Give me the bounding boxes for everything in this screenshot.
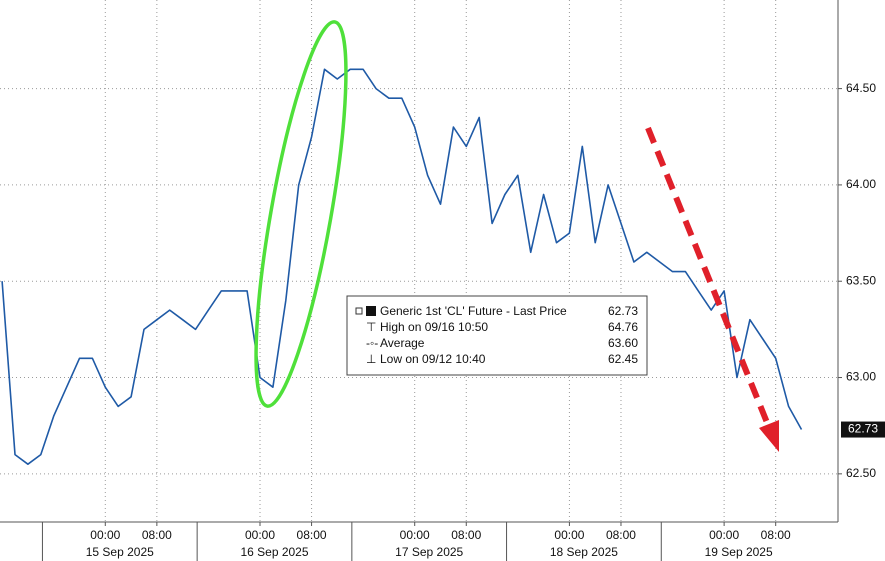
x-tick-label: 00:00 bbox=[554, 528, 584, 542]
x-tick-label: 08:00 bbox=[606, 528, 636, 542]
x-tick-label: 08:00 bbox=[761, 528, 791, 542]
y-tick-label: 62.50 bbox=[846, 466, 876, 480]
legend-series: Generic 1st 'CL' Future - Last Price bbox=[380, 304, 567, 318]
legend-box bbox=[346, 295, 648, 376]
plot bbox=[1, 68, 803, 465]
legend-stat-label: Low on 09/12 10:40 bbox=[380, 352, 486, 366]
legend-icon: -◦- bbox=[366, 336, 378, 350]
arrow-head bbox=[759, 420, 779, 452]
x-date-label: 15 Sep 2025 bbox=[86, 545, 154, 559]
legend-swatch bbox=[366, 306, 376, 316]
x-tick-label: 00:00 bbox=[709, 528, 739, 542]
x-date-label: 19 Sep 2025 bbox=[705, 545, 773, 559]
trend-arrow bbox=[645, 126, 771, 427]
grid bbox=[0, 0, 838, 522]
y-tick-label: 64.50 bbox=[846, 81, 876, 95]
legend-icon: ⊤ bbox=[366, 320, 376, 334]
legend-last: 62.73 bbox=[608, 304, 638, 318]
x-date-label: 16 Sep 2025 bbox=[240, 545, 308, 559]
legend-icon: ⊥ bbox=[366, 352, 376, 366]
x-tick-label: 00:00 bbox=[400, 528, 430, 542]
x-tick-label: 08:00 bbox=[451, 528, 481, 542]
legend-stat-label: Average bbox=[380, 336, 425, 350]
x-date-label: 18 Sep 2025 bbox=[550, 545, 618, 559]
highlight-ellipse bbox=[254, 20, 348, 408]
x-tick-label: 00:00 bbox=[90, 528, 120, 542]
legend-stat-label: High on 09/16 10:50 bbox=[380, 320, 488, 334]
last-price-label: 62.73 bbox=[848, 422, 878, 436]
legend-toggle bbox=[355, 307, 363, 315]
x-tick-label: 00:00 bbox=[245, 528, 275, 542]
y-tick-label: 63.50 bbox=[846, 273, 876, 287]
legend-stat-value: 64.76 bbox=[608, 320, 638, 334]
x-date-label: 17 Sep 2025 bbox=[395, 545, 463, 559]
axes: 62.50 63.00 63.50 64.00 64.50 00:00 08:00 00:00… bbox=[41, 81, 885, 561]
legend-stat-value: 63.60 bbox=[608, 336, 638, 350]
price-line bbox=[1, 68, 803, 465]
y-tick-label: 63.00 bbox=[846, 370, 876, 384]
x-tick-label: 08:00 bbox=[297, 528, 327, 542]
legend: Generic 1st 'CL' Future - Last Price 62.… bbox=[346, 295, 648, 376]
legend-stat-value: 62.45 bbox=[608, 352, 638, 366]
last-price-badge bbox=[841, 421, 885, 438]
x-tick-label: 08:00 bbox=[142, 528, 172, 542]
y-tick-label: 64.00 bbox=[846, 177, 876, 191]
